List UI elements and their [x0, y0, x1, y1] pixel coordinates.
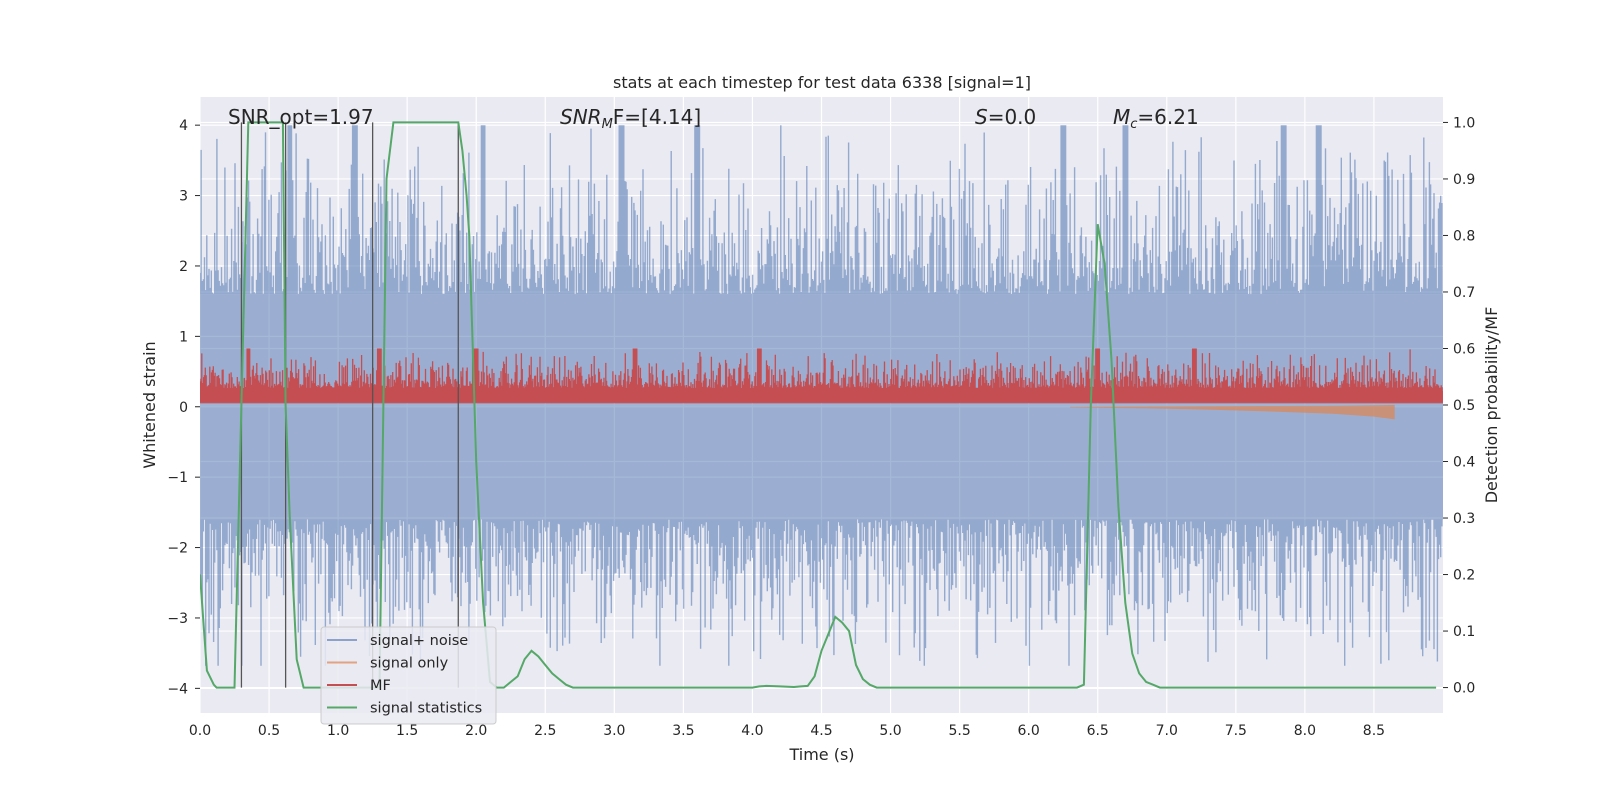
annotation-s-label: S [975, 105, 988, 129]
y-left-axis-label: Whitened strain [140, 341, 159, 468]
mf-series [200, 348, 1443, 404]
y-right-axis-label: Detection probability/MF [1482, 307, 1501, 504]
y-left-tick-label-6: 2 [179, 259, 188, 275]
x-tick-label-5: 2.5 [534, 723, 556, 739]
legend-label-3: signal statistics [370, 701, 482, 717]
signal-only-chirp [1070, 404, 1395, 420]
annotation-snr-mf: SNRMF=[4.14] [560, 105, 701, 132]
x-tick-label-10: 5.0 [879, 723, 901, 739]
annotation-snr-mf-label: SNR [560, 105, 602, 129]
y-right-tick-label-1: 0.1 [1453, 624, 1475, 640]
x-tick-label-4: 2.0 [465, 723, 487, 739]
mf-spikes [200, 348, 1443, 403]
annotation-snr-opt: SNR_opt=1.97 [228, 105, 374, 129]
x-axis-ticks: 0.0 0.5 1.0 1.5 2.0 2.5 3.0 3.5 4.0 4.5 5.0 5.5 6.0 6… [189, 723, 1385, 739]
chart-title: stats at each timestep for test data 633… [613, 73, 1031, 92]
y-left-tick-label-2: −2 [167, 541, 188, 557]
x-tick-label-0: 0.0 [189, 723, 211, 739]
y-right-tick-label-6: 0.6 [1453, 341, 1475, 357]
annotation-mc-sub: c [1130, 117, 1137, 132]
x-tick-label-12: 6.0 [1018, 723, 1040, 739]
legend: signal+ noise signal only MF signal statist… [320, 626, 497, 725]
y-left-tick-label-1: −3 [167, 611, 188, 627]
signal-statistics-line [200, 121, 1437, 689]
annotation-snr-mf-sub: M [602, 117, 613, 132]
y-right-tick-label-5: 0.5 [1453, 398, 1475, 414]
x-tick-label-13: 6.5 [1087, 723, 1109, 739]
x-tick-label-9: 4.5 [810, 723, 832, 739]
y-right-axis-ticks: 0.0 0.1 0.2 0.3 0.4 0.5 0.6 0.7 0.8 0.9 1.0 [1443, 115, 1475, 697]
x-tick-label-15: 7.5 [1225, 723, 1247, 739]
x-tick-label-16: 8.0 [1294, 723, 1316, 739]
y-left-tick-label-8: 4 [179, 118, 188, 134]
annotation-s-value: =0.0 [988, 105, 1037, 129]
x-axis-label: Time (s) [788, 745, 854, 764]
x-tick-label-17: 8.5 [1363, 723, 1385, 739]
x-tick-label-3: 1.5 [396, 723, 418, 739]
annotation-mc-label: M [1113, 105, 1130, 129]
legend-box [320, 626, 497, 725]
legend-label-0: signal+ noise [370, 633, 468, 649]
x-tick-label-2: 1.0 [327, 723, 349, 739]
signal-statistics-series [200, 121, 1437, 689]
y-right-tick-label-2: 0.2 [1453, 568, 1475, 584]
y-right-tick-label-8: 0.8 [1453, 228, 1475, 244]
annotation-snr-mf-value: F=[4.14] [613, 105, 701, 129]
x-tick-label-1: 0.5 [258, 723, 280, 739]
y-left-tick-label-4: 0 [179, 400, 188, 416]
x-tick-label-6: 3.0 [603, 723, 625, 739]
x-tick-label-8: 4.0 [741, 723, 763, 739]
signal-noise-lower-spikes [200, 519, 1443, 666]
y-left-tick-label-5: 1 [179, 329, 188, 345]
signal-only-series [1070, 404, 1395, 420]
y-left-tick-label-7: 3 [179, 189, 188, 205]
y-right-tick-label-10: 1.0 [1453, 115, 1475, 131]
y-right-tick-label-3: 0.3 [1453, 511, 1475, 527]
x-tick-label-11: 5.5 [948, 723, 970, 739]
y-left-tick-label-3: −1 [167, 470, 188, 486]
y-right-tick-label-4: 0.4 [1453, 455, 1475, 471]
x-tick-label-7: 3.5 [672, 723, 694, 739]
y-right-tick-label-9: 0.9 [1453, 172, 1475, 188]
y-left-tick-label-0: −4 [167, 681, 188, 697]
legend-label-1: signal only [370, 656, 449, 672]
legend-label-2: MF [370, 678, 391, 694]
y-right-tick-label-7: 0.7 [1453, 285, 1475, 301]
annotation-mc-value: =6.21 [1137, 105, 1198, 129]
x-tick-label-14: 7.0 [1156, 723, 1178, 739]
signal-noise-upper-spikes [200, 125, 1443, 295]
y-right-tick-label-0: 0.0 [1453, 681, 1475, 697]
y-left-axis-ticks: −4 −3 −2 −1 0 1 2 3 4 [167, 118, 200, 697]
annotation-s: S=0.0 [975, 105, 1036, 129]
annotation-mc: Mc=6.21 [1113, 105, 1199, 132]
